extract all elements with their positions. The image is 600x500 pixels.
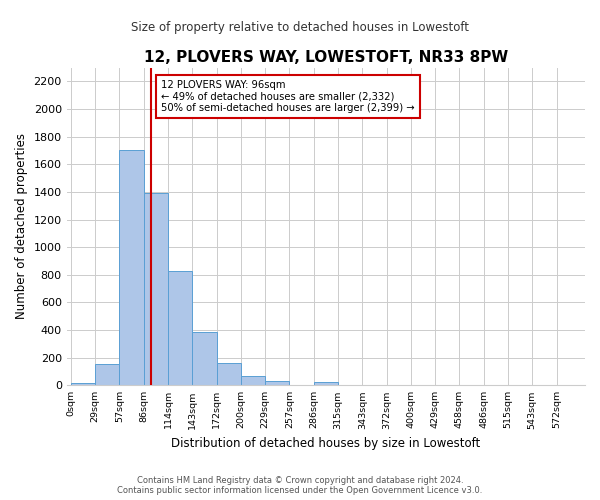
Y-axis label: Number of detached properties: Number of detached properties xyxy=(15,134,28,320)
Bar xyxy=(192,332,217,386)
X-axis label: Distribution of detached houses by size in Lowestoft: Distribution of detached houses by size … xyxy=(171,437,481,450)
Bar xyxy=(265,381,289,386)
Bar xyxy=(119,150,144,386)
Bar xyxy=(144,192,168,386)
Bar xyxy=(241,376,265,386)
Bar xyxy=(314,382,338,386)
Bar xyxy=(71,383,95,386)
Text: Size of property relative to detached houses in Lowestoft: Size of property relative to detached ho… xyxy=(131,22,469,35)
Bar xyxy=(95,364,119,386)
Title: 12, PLOVERS WAY, LOWESTOFT, NR33 8PW: 12, PLOVERS WAY, LOWESTOFT, NR33 8PW xyxy=(144,50,508,65)
Text: 12 PLOVERS WAY: 96sqm
← 49% of detached houses are smaller (2,332)
50% of semi-d: 12 PLOVERS WAY: 96sqm ← 49% of detached … xyxy=(161,80,415,113)
Bar xyxy=(168,272,192,386)
Bar xyxy=(217,363,241,386)
Text: Contains HM Land Registry data © Crown copyright and database right 2024.
Contai: Contains HM Land Registry data © Crown c… xyxy=(118,476,482,495)
